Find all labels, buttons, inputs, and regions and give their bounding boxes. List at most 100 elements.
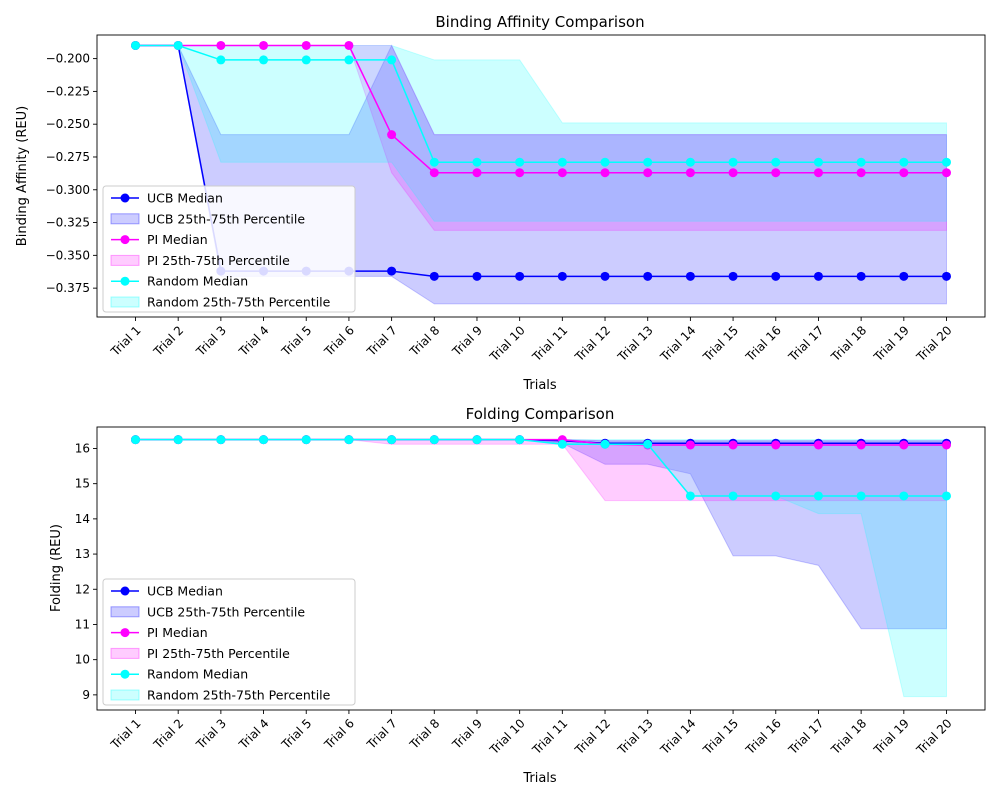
legend-label-random-median: Random Median: [147, 274, 248, 289]
median-point-random: [856, 157, 866, 167]
median-point-random: [472, 435, 482, 445]
median-point-ucb: [600, 271, 610, 281]
median-point-pi: [856, 440, 866, 450]
median-point-random: [301, 55, 311, 65]
median-point-random: [643, 439, 653, 449]
median-point-random: [643, 157, 653, 167]
legend-marker-ucb: [120, 586, 130, 596]
legend-box: [102, 578, 356, 706]
median-point-ucb: [387, 266, 397, 276]
median-point-ucb: [557, 271, 567, 281]
median-point-ucb: [813, 271, 823, 281]
median-point-ucb: [856, 271, 866, 281]
median-point-random: [472, 157, 482, 167]
legend-label-ucb-band: UCB 25th-75th Percentile: [147, 211, 305, 226]
median-point-random: [771, 491, 781, 501]
legend-swatch-ucb: [110, 213, 140, 225]
legend-marker-random: [120, 669, 130, 679]
legend-label-ucb-band: UCB 25th-75th Percentile: [147, 604, 305, 619]
median-point-pi: [301, 40, 311, 50]
median-point-random: [771, 157, 781, 167]
axes-frame: [96, 426, 986, 711]
median-line-pi: [135, 44, 947, 174]
median-point-ucb: [429, 271, 439, 281]
y-tick-label: 12: [75, 582, 90, 596]
median-point-pi: [813, 168, 823, 178]
median-point-pi: [899, 168, 909, 178]
median-point-pi: [942, 168, 951, 178]
median-point-random: [600, 157, 610, 167]
legend-swatch-pi: [110, 254, 140, 266]
median-point-random: [301, 435, 311, 445]
legend-label-ucb-median: UCB Median: [147, 584, 223, 599]
y-tick-label: 10: [75, 653, 90, 667]
median-point-pi: [771, 440, 781, 450]
median-point-pi: [515, 168, 525, 178]
median-point-pi: [942, 440, 951, 450]
percentile-band-pi: [135, 44, 947, 231]
median-point-random: [344, 55, 354, 65]
legend-marker-ucb: [120, 193, 130, 203]
median-point-random: [600, 439, 610, 449]
legend-marker-pi: [120, 628, 130, 638]
median-point-pi: [728, 168, 738, 178]
median-point-random: [685, 491, 695, 501]
y-axis-label: Binding Affinity (REU): [15, 106, 30, 246]
median-point-pi: [856, 168, 866, 178]
median-point-random: [131, 435, 140, 445]
median-point-random: [429, 435, 439, 445]
chart-title: Binding Affinity Comparison: [435, 13, 644, 31]
median-point-ucb: [472, 271, 482, 281]
median-point-random: [942, 157, 951, 167]
median-point-random: [344, 435, 354, 445]
median-point-random: [259, 55, 269, 65]
median-point-random: [813, 491, 823, 501]
median-point-ucb: [728, 271, 738, 281]
y-tick-label: 15: [75, 477, 90, 491]
legend-label-random-band: Random 25th-75th Percentile: [147, 688, 331, 703]
y-tick-label: 11: [75, 617, 90, 631]
median-point-random: [813, 157, 823, 167]
median-point-ucb: [643, 271, 653, 281]
y-tick-label: −0.375: [46, 281, 90, 295]
median-point-pi: [600, 168, 610, 178]
legend-swatch-pi: [110, 647, 140, 659]
y-tick-label: −0.350: [46, 248, 90, 262]
legend-label-pi-band: PI 25th-75th Percentile: [147, 646, 290, 661]
legend-label-random-band: Random 25th-75th Percentile: [147, 295, 331, 310]
axes-frame: [96, 34, 986, 318]
median-line-random: [135, 438, 947, 497]
median-point-pi: [643, 168, 653, 178]
median-point-pi: [557, 168, 567, 178]
x-axis-label: Trials: [522, 378, 557, 393]
median-point-pi: [813, 440, 823, 450]
median-point-ucb: [899, 271, 909, 281]
median-point-random: [557, 439, 567, 449]
y-tick-label: −0.300: [46, 183, 90, 197]
median-point-random: [216, 55, 226, 65]
y-tick-label: −0.225: [46, 84, 90, 98]
median-point-pi: [216, 40, 226, 50]
median-point-ucb: [685, 271, 695, 281]
median-point-random: [259, 435, 269, 445]
legend-label-pi-band: PI 25th-75th Percentile: [147, 253, 290, 268]
median-point-random: [685, 157, 695, 167]
legend-label-random-median: Random Median: [147, 667, 248, 682]
median-point-pi: [685, 168, 695, 178]
median-point-ucb: [515, 271, 525, 281]
legend-swatch-ucb: [110, 606, 140, 618]
legend-label-pi-median: PI Median: [147, 232, 208, 247]
y-tick-label: 13: [75, 547, 90, 561]
median-point-pi: [259, 40, 269, 50]
y-tick-label: 14: [75, 512, 90, 526]
median-point-ucb: [942, 271, 951, 281]
median-point-random: [899, 157, 909, 167]
median-point-ucb: [771, 271, 781, 281]
y-axis-label: Folding (REU): [49, 524, 64, 612]
median-point-random: [899, 491, 909, 501]
median-point-pi: [472, 168, 482, 178]
legend-label-ucb-median: UCB Median: [147, 191, 223, 206]
median-point-random: [429, 157, 439, 167]
